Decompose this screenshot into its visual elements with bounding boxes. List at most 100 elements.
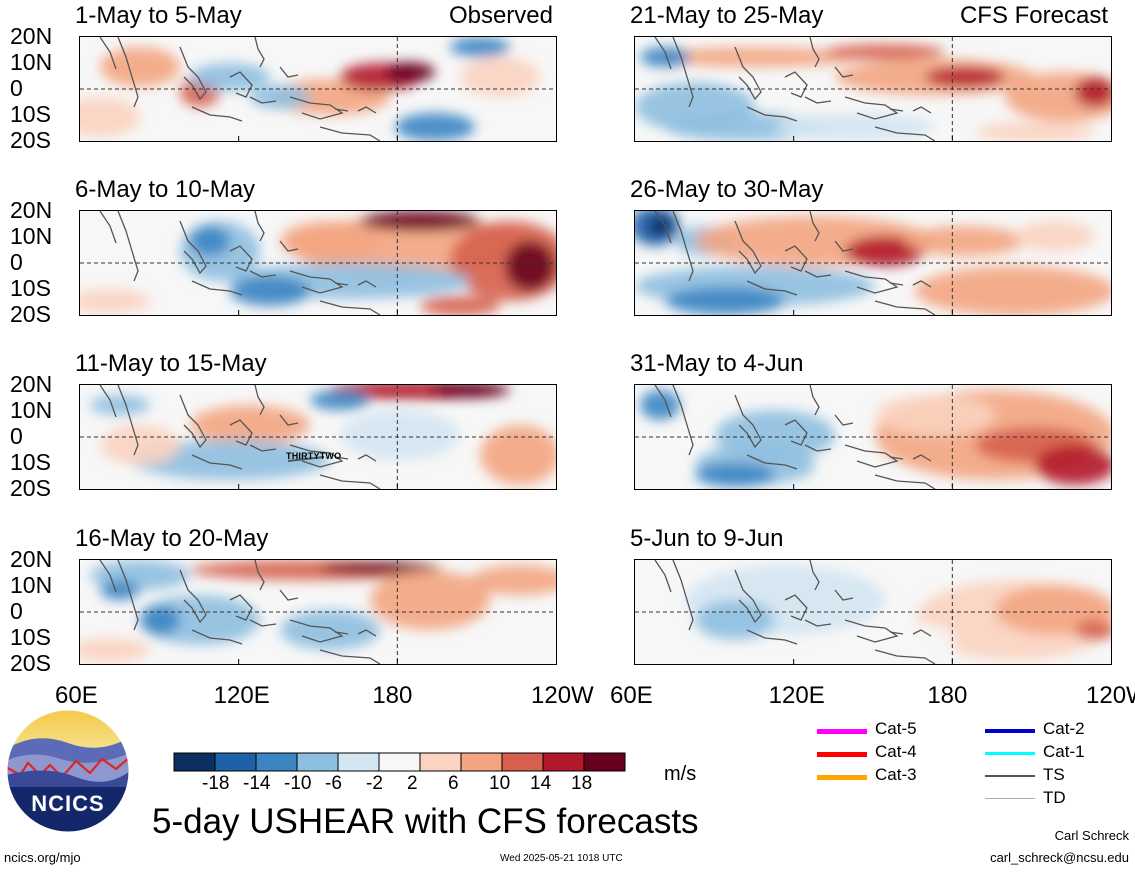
panel-tag: CFS Forecast <box>959 2 1108 29</box>
coastline <box>874 649 936 664</box>
legend-label: Cat-2 <box>1043 719 1085 738</box>
colorbar-swatch <box>296 752 339 772</box>
panel-title: 26-May to 30-May <box>630 176 824 203</box>
coastline <box>784 419 808 446</box>
lat-label: 10S <box>10 624 51 650</box>
coastline <box>746 454 798 470</box>
lat-label: 20N <box>10 371 53 397</box>
coastline <box>746 629 798 645</box>
legend-label: TD <box>1043 788 1066 807</box>
coastline <box>889 456 904 460</box>
coastline <box>191 280 243 296</box>
legend-label: Cat-3 <box>875 765 917 784</box>
colorbar-swatch <box>583 752 626 772</box>
lon-label: 120W <box>1086 682 1135 709</box>
colorbar-swatch <box>460 752 503 772</box>
panel-title: 1-May to 5-May <box>75 2 242 29</box>
panel-title: 21-May to 25-May <box>630 2 824 29</box>
coastline <box>734 46 762 101</box>
lon-label: 120E <box>768 682 825 709</box>
ncics-logo: NCICS <box>6 709 130 838</box>
lat-label: 10S <box>10 101 51 127</box>
coastline <box>117 37 139 108</box>
lat-label: 20S <box>10 127 51 153</box>
legend-line <box>985 729 1035 733</box>
coastline <box>334 282 349 286</box>
lon-label: 120E <box>213 682 270 709</box>
coastline <box>99 385 117 418</box>
coastline <box>117 385 139 456</box>
coastline <box>804 619 832 627</box>
colorbar-tick: -10 <box>284 773 312 794</box>
legend-label: TS <box>1043 765 1065 784</box>
coastline <box>834 240 854 252</box>
lat-label: 10N <box>10 572 53 598</box>
coastline <box>249 96 277 104</box>
lat-label: 0 <box>10 598 23 624</box>
panel-title: 31-May to 4-Jun <box>630 350 804 377</box>
coastline <box>319 126 381 141</box>
footer-timestamp: Wed 2025-05-21 1018 UTC <box>500 853 623 864</box>
map-panel-p1 <box>79 36 557 142</box>
coastline <box>357 629 377 637</box>
coastline <box>746 106 798 122</box>
lat-label: 0 <box>10 75 23 101</box>
panel-title: 16-May to 20-May <box>75 525 269 552</box>
coastline <box>254 37 265 68</box>
footer-author: Carl Schreck <box>1054 828 1129 843</box>
coastline <box>654 211 672 244</box>
coastline <box>889 108 904 112</box>
coastline <box>334 456 349 460</box>
lat-label: 20N <box>10 23 53 49</box>
map-panel-p7 <box>79 559 557 665</box>
map-panel-p4 <box>634 210 1112 316</box>
colorbar-swatch <box>255 752 298 772</box>
coastline <box>319 474 381 489</box>
colorbar-tick: -14 <box>243 773 271 794</box>
colorbar-tick: -6 <box>325 773 342 794</box>
coastline <box>249 270 277 278</box>
legend-label: Cat-1 <box>1043 742 1085 761</box>
coastline <box>654 560 672 593</box>
coastline <box>734 220 762 275</box>
coastline <box>249 444 277 452</box>
coastline <box>809 37 820 68</box>
colorbar: -18 -14 -10 -6 -2 2 6 10 14 18 <box>173 752 626 794</box>
lon-label: 180 <box>372 682 413 709</box>
coastline <box>279 66 299 78</box>
lat-label: 10S <box>10 275 51 301</box>
colorbar-swatch <box>214 752 257 772</box>
coastline <box>809 385 820 416</box>
lat-label: 20S <box>10 650 51 676</box>
coastline <box>319 649 381 664</box>
colorbar-swatch <box>419 752 462 772</box>
coastline <box>734 569 762 624</box>
coastline <box>889 282 904 286</box>
lon-label: 120W <box>531 682 594 709</box>
coastline <box>117 211 139 282</box>
coastline <box>279 589 299 601</box>
colorbar-tick: 10 <box>489 773 511 794</box>
coastline <box>654 37 672 70</box>
coastline <box>654 385 672 418</box>
colorbar-tick: -2 <box>366 773 383 794</box>
coastline <box>672 37 694 108</box>
colorbar-tick: 18 <box>571 773 593 794</box>
legend-line <box>817 729 867 734</box>
coastline <box>179 220 207 275</box>
lat-label: 10N <box>10 49 53 75</box>
lat-label: 20N <box>10 546 53 572</box>
coastline <box>191 629 243 645</box>
coastline <box>319 300 381 315</box>
coastline <box>834 66 854 78</box>
coastline <box>834 414 854 426</box>
coastline <box>191 454 243 470</box>
lat-label: 10N <box>10 223 53 249</box>
coastline <box>874 126 936 141</box>
coastline <box>357 454 377 462</box>
coastline <box>334 108 349 112</box>
coastline <box>809 560 820 591</box>
panel-title: 6-May to 10-May <box>75 176 256 203</box>
coastline <box>179 46 207 101</box>
coastline <box>912 106 932 114</box>
